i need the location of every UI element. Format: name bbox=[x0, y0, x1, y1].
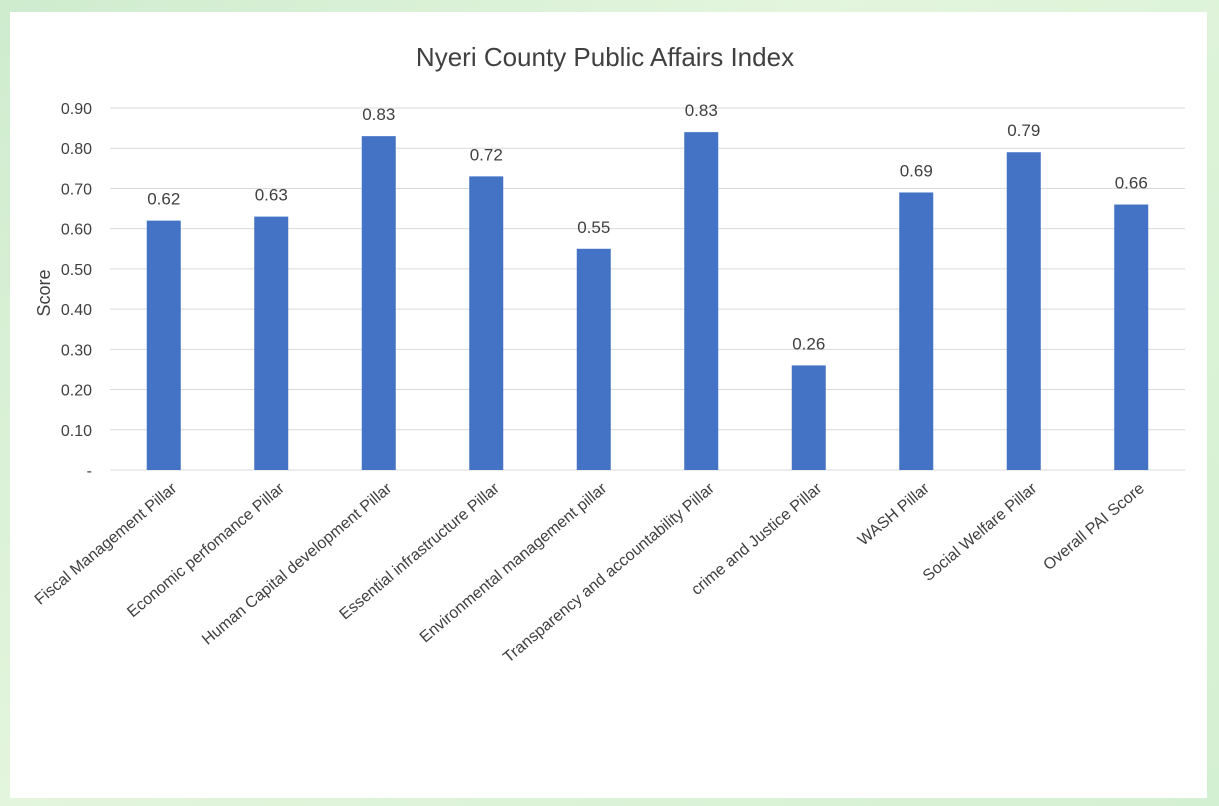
bars bbox=[146, 132, 1149, 471]
y-tick-label: 0.20 bbox=[61, 383, 92, 400]
x-tick-label: Social Welfare Pillar bbox=[920, 480, 1041, 585]
bar-chart: Nyeri County Public Affairs Index Score … bbox=[32, 42, 1185, 667]
y-axis-label: Score bbox=[34, 269, 54, 316]
data-label: 0.63 bbox=[255, 186, 288, 205]
bar bbox=[899, 192, 934, 470]
data-label: 0.83 bbox=[685, 101, 718, 120]
y-tick-label: - bbox=[87, 463, 92, 480]
bar bbox=[684, 132, 719, 470]
chart-title: Nyeri County Public Affairs Index bbox=[416, 42, 794, 72]
data-label: 0.83 bbox=[362, 105, 395, 124]
chart-panel: Nyeri County Public Affairs Index Score … bbox=[10, 12, 1207, 798]
data-label: 0.79 bbox=[1007, 121, 1040, 140]
bar bbox=[469, 176, 504, 470]
y-axis-ticks: - 0.10 0.20 0.30 0.40 0.50 0.60 0.70 0.80 0.90 bbox=[61, 101, 92, 480]
gridlines bbox=[110, 107, 1185, 471]
y-tick-label: 0.30 bbox=[61, 342, 92, 359]
x-tick-label: Transparency and accountability Pillar bbox=[500, 480, 718, 667]
bar bbox=[1006, 152, 1041, 470]
y-tick-label: 0.90 bbox=[61, 101, 92, 118]
y-tick-label: 0.40 bbox=[61, 302, 92, 319]
bar bbox=[1114, 204, 1149, 471]
bar bbox=[361, 136, 396, 470]
y-tick-label: 0.80 bbox=[61, 141, 92, 158]
y-tick-label: 0.10 bbox=[61, 423, 92, 440]
data-label: 0.55 bbox=[577, 218, 610, 237]
x-tick-label: Overall PAI Score bbox=[1040, 480, 1148, 574]
data-label: 0.62 bbox=[147, 190, 180, 209]
data-label: 0.66 bbox=[1115, 174, 1148, 193]
data-label: 0.69 bbox=[900, 161, 933, 180]
bar bbox=[254, 216, 289, 470]
x-tick-label: WASH Pillar bbox=[855, 480, 933, 550]
data-labels: 0.62 0.63 0.83 0.72 0.55 0.83 0.26 0.69 0.79 0.66 bbox=[147, 101, 1148, 353]
data-label: 0.72 bbox=[470, 145, 503, 164]
bar bbox=[146, 220, 181, 470]
x-tick-label: Environmental management pillar bbox=[417, 480, 611, 647]
y-tick-label: 0.50 bbox=[61, 262, 92, 279]
y-tick-label: 0.60 bbox=[61, 222, 92, 239]
bar bbox=[791, 365, 826, 470]
bar bbox=[576, 248, 611, 470]
data-label: 0.26 bbox=[792, 334, 825, 353]
y-tick-label: 0.70 bbox=[61, 181, 92, 198]
x-tick-label: Human Capital development Pillar bbox=[199, 480, 396, 649]
